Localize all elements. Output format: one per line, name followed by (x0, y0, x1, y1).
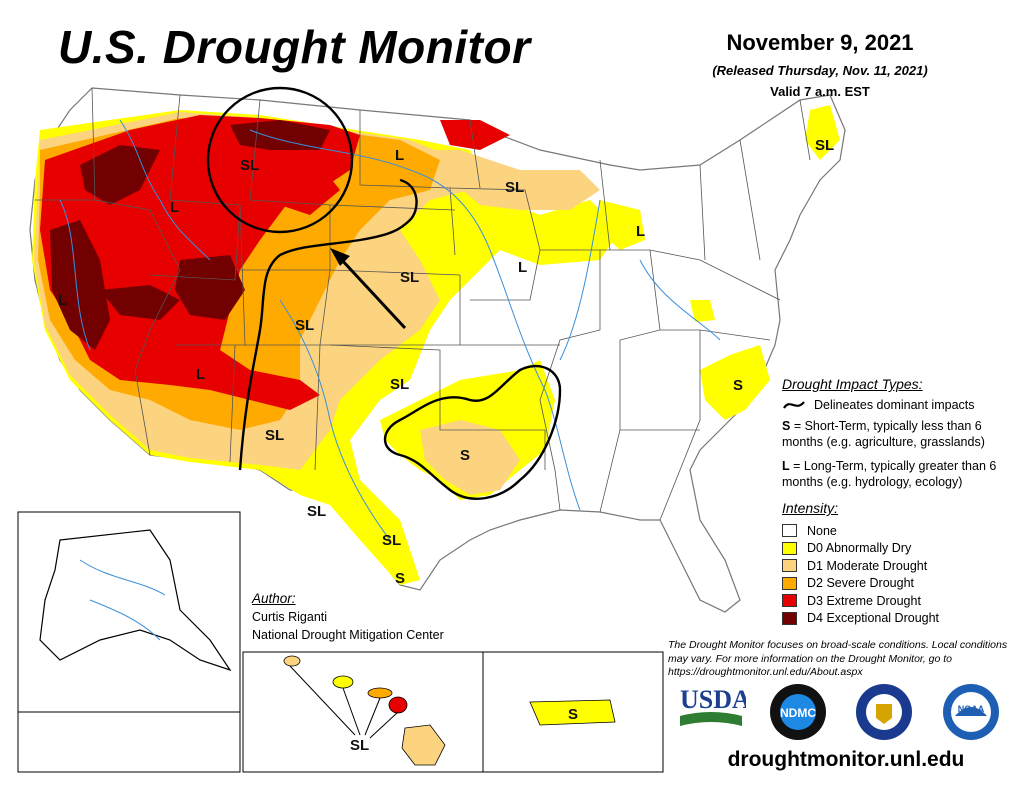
legend-label: D3 Extreme Drought (807, 593, 921, 608)
impact-line-icon (783, 401, 805, 409)
svg-text:NDMC: NDMC (780, 706, 816, 720)
svg-text:SL: SL (505, 179, 524, 196)
intensity-legend: Intensity: None D0 Abnormally Dry D1 Moder… (782, 500, 1022, 627)
svg-text:SL: SL (400, 269, 419, 286)
legend-swatch (782, 576, 797, 590)
svg-text:SL: SL (295, 317, 314, 334)
author-org: National Drought Mitigation Center (252, 628, 444, 642)
impact-labels: SL L L L SL SL SL L L SL L SL SL S S SL … (58, 137, 834, 587)
legend-label: D0 Abnormally Dry (807, 541, 912, 556)
legend: Drought Impact Types: Delineates dominan… (782, 376, 1022, 627)
legend-label: None (807, 523, 837, 538)
svg-text:S: S (733, 377, 743, 394)
short-term-desc: S = Short-Term, typically less than 6 mo… (782, 419, 985, 449)
legend-item-5: D4 Exceptional Drought (782, 610, 1022, 628)
author-name: Curtis Riganti (252, 610, 328, 624)
arrow-pointer (330, 248, 407, 330)
legend-item-3: D2 Severe Drought (782, 575, 1022, 593)
svg-text:S: S (460, 447, 470, 464)
legend-swatch (782, 524, 797, 538)
svg-text:L: L (170, 199, 179, 216)
svg-text:SL: SL (265, 427, 284, 444)
alaska-inset (17, 511, 241, 773)
delineates-row: Delineates dominant impacts (782, 398, 1022, 412)
legend-label: D2 Severe Drought (807, 576, 915, 591)
website-url: droughtmonitor.unl.edu (727, 748, 965, 771)
svg-text:SL: SL (382, 532, 401, 549)
svg-text:SL: SL (307, 503, 326, 520)
svg-text:NOAA: NOAA (958, 704, 985, 714)
long-term-desc: L = Long-Term, typically greater than 6 … (782, 459, 997, 489)
agency-logos: USDA NDMC NOAA (676, 682, 1016, 744)
svg-text:SL: SL (240, 157, 259, 174)
disclaimer-note: The Drought Monitor focuses on broad-sca… (668, 639, 1008, 678)
release-date: (Released Thursday, Nov. 11, 2021) (712, 63, 928, 78)
author-label: Author: (252, 591, 296, 606)
svg-text:SL: SL (390, 376, 409, 393)
svg-text:L: L (395, 147, 404, 164)
author-block: Author: Curtis Riganti National Drought … (252, 590, 444, 644)
page-title: U.S. Drought Monitor (58, 21, 531, 73)
map-date: November 9, 2021 (726, 30, 914, 55)
svg-text:S: S (568, 706, 578, 723)
valid-time: Valid 7 a.m. EST (770, 84, 870, 99)
legend-item-4: D3 Extreme Drought (782, 592, 1022, 610)
hawaii-inset: SL (242, 651, 484, 773)
svg-text:L: L (58, 292, 67, 309)
legend-swatch (782, 559, 797, 573)
svg-text:SL: SL (350, 737, 369, 754)
delineates-label: Delineates dominant impacts (814, 398, 975, 412)
impact-types-heading: Drought Impact Types: (782, 376, 923, 392)
noaa-logo: NOAA (943, 684, 999, 740)
legend-swatch (782, 611, 797, 625)
puerto-rico-inset: S (482, 651, 664, 773)
svg-text:SL: SL (815, 137, 834, 154)
legend-swatch (782, 541, 797, 555)
svg-text:USDA: USDA (680, 685, 746, 714)
ndmc-logo: NDMC (770, 684, 826, 740)
legend-item-0: None (782, 522, 1022, 540)
legend-item-2: D1 Moderate Drought (782, 557, 1022, 575)
legend-label: D1 Moderate Drought (807, 558, 928, 573)
svg-text:L: L (636, 223, 645, 240)
svg-text:L: L (518, 259, 527, 276)
state-boundaries (35, 87, 811, 521)
impact-boundaries (206, 86, 562, 500)
intensity-heading: Intensity: (782, 500, 839, 516)
legend-swatch (782, 594, 797, 608)
legend-label: D4 Exceptional Drought (807, 611, 940, 626)
svg-text:L: L (196, 366, 205, 383)
svg-text:S: S (395, 570, 405, 587)
commerce-seal (856, 684, 912, 740)
legend-item-1: D0 Abnormally Dry (782, 540, 1022, 558)
usda-logo: USDA (680, 685, 746, 726)
